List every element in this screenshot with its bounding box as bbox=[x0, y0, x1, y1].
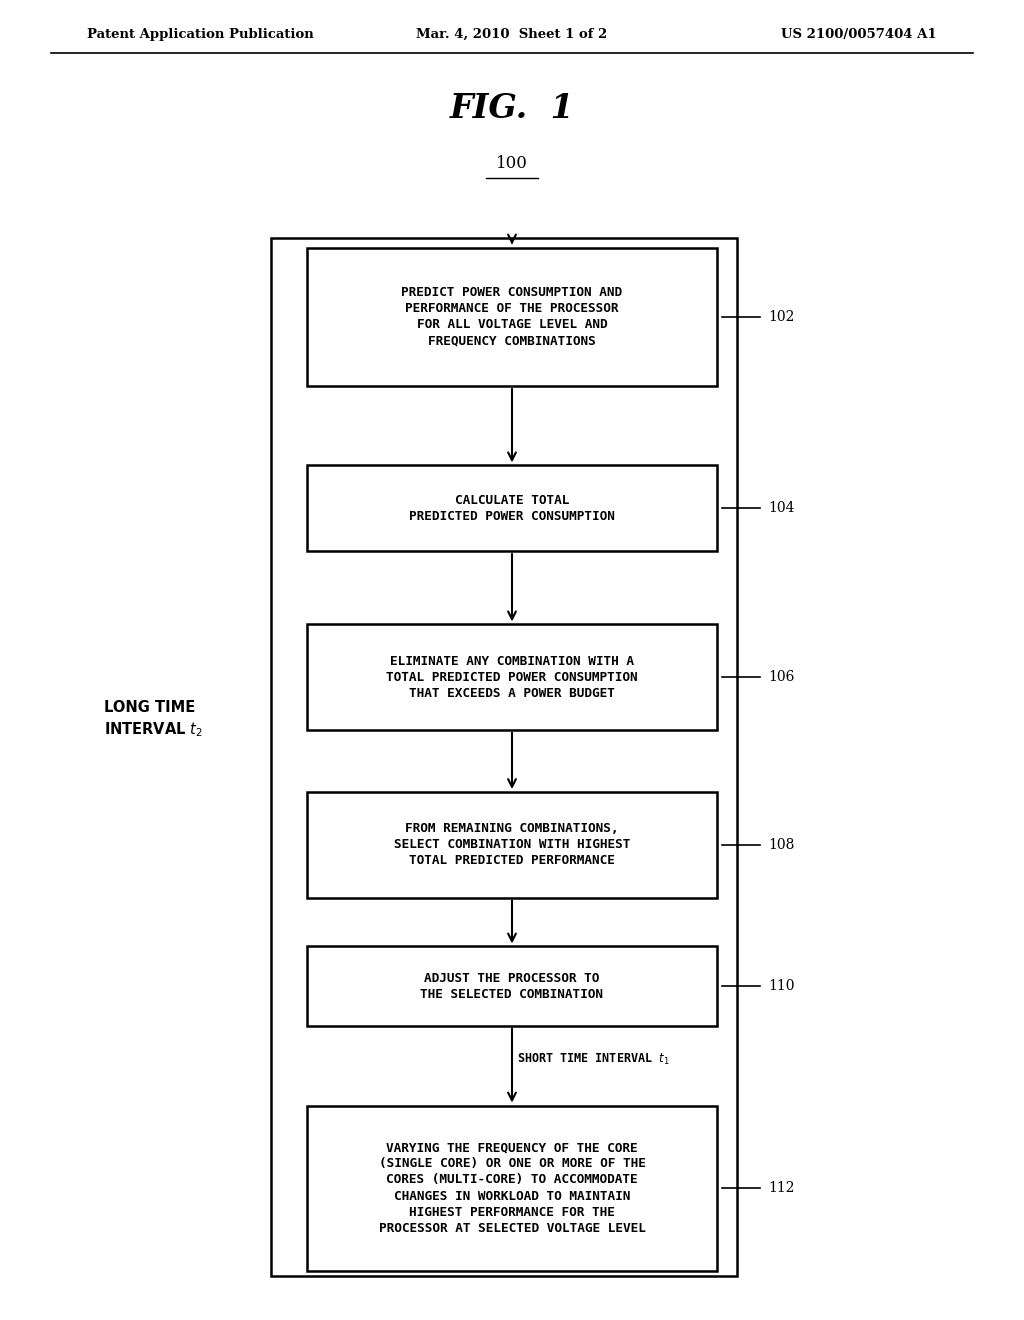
Bar bbox=[307, 624, 717, 730]
Text: US 2100/0057404 A1: US 2100/0057404 A1 bbox=[781, 28, 937, 41]
Text: ELIMINATE ANY COMBINATION WITH A
TOTAL PREDICTED POWER CONSUMPTION
THAT EXCEEDS : ELIMINATE ANY COMBINATION WITH A TOTAL P… bbox=[386, 655, 638, 700]
Text: 104: 104 bbox=[768, 502, 795, 515]
Text: 108: 108 bbox=[768, 838, 795, 851]
Bar bbox=[307, 1106, 717, 1270]
Text: 106: 106 bbox=[768, 671, 795, 684]
Text: 112: 112 bbox=[768, 1181, 795, 1195]
Text: 100: 100 bbox=[496, 156, 528, 172]
Text: Mar. 4, 2010  Sheet 1 of 2: Mar. 4, 2010 Sheet 1 of 2 bbox=[417, 28, 607, 41]
Text: PREDICT POWER CONSUMPTION AND
PERFORMANCE OF THE PROCESSOR
FOR ALL VOLTAGE LEVEL: PREDICT POWER CONSUMPTION AND PERFORMANC… bbox=[401, 286, 623, 347]
Text: Patent Application Publication: Patent Application Publication bbox=[87, 28, 313, 41]
Text: CALCULATE TOTAL
PREDICTED POWER CONSUMPTION: CALCULATE TOTAL PREDICTED POWER CONSUMPT… bbox=[409, 494, 615, 523]
Text: 102: 102 bbox=[768, 310, 795, 323]
Text: VARYING THE FREQUENCY OF THE CORE
(SINGLE CORE) OR ONE OR MORE OF THE
CORES (MUL: VARYING THE FREQUENCY OF THE CORE (SINGL… bbox=[379, 1142, 645, 1234]
Text: SHORT TIME INTERVAL $t_1$: SHORT TIME INTERVAL $t_1$ bbox=[517, 1052, 670, 1067]
Text: ADJUST THE PROCESSOR TO
THE SELECTED COMBINATION: ADJUST THE PROCESSOR TO THE SELECTED COM… bbox=[421, 972, 603, 1001]
Bar bbox=[271, 238, 737, 1276]
Bar bbox=[307, 792, 717, 898]
Text: 110: 110 bbox=[768, 979, 795, 993]
Bar bbox=[307, 248, 717, 385]
Text: FROM REMAINING COMBINATIONS,
SELECT COMBINATION WITH HIGHEST
TOTAL PREDICTED PER: FROM REMAINING COMBINATIONS, SELECT COMB… bbox=[394, 822, 630, 867]
Bar bbox=[307, 946, 717, 1026]
Text: LONG TIME
INTERVAL $t_2$: LONG TIME INTERVAL $t_2$ bbox=[104, 700, 203, 739]
Text: FIG.  1: FIG. 1 bbox=[450, 92, 574, 125]
Bar bbox=[307, 466, 717, 552]
